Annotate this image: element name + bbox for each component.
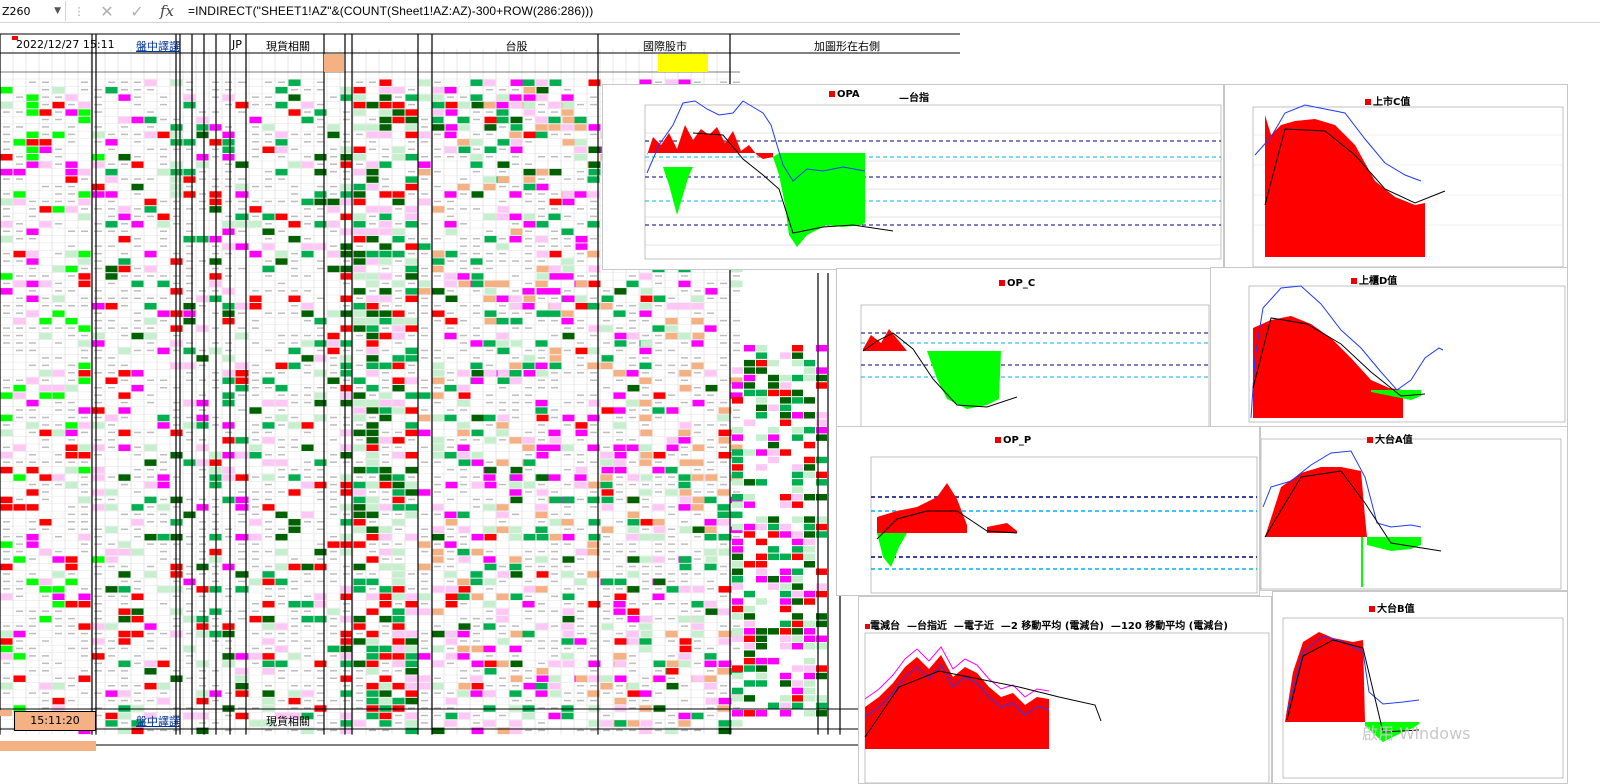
chart-listed-c-plot [1252, 104, 1564, 268]
name-box-value: Z260 [2, 4, 31, 18]
chart-elec-plot [864, 632, 1270, 783]
spreadsheet-grid[interactable]: 2022/12/27 15:11 盤中譯譔 JP 現貨相關 台股 國際股市 加圖… [0, 23, 1600, 784]
chart-big-b-title: 大台B值 [1369, 600, 1415, 615]
legend-red-square-icon [995, 437, 1001, 443]
add-chart-header[interactable]: 加圖形在右側 [814, 40, 880, 53]
intraday-link[interactable]: 盤中譯譔 [136, 40, 180, 53]
chart-op-c[interactable]: OP_C [836, 268, 1212, 430]
legend-red-square-icon [1351, 278, 1357, 284]
legend-red-square-icon [865, 623, 870, 629]
spot-header[interactable]: 現貨相關 [266, 40, 310, 53]
chevron-down-icon[interactable]: ▼ [54, 6, 61, 16]
chart-op-p-plot [870, 456, 1258, 594]
chart-opa-title: OPA [829, 89, 860, 100]
jp-header[interactable]: JP [232, 38, 242, 51]
legend-red-square-icon [999, 280, 1005, 286]
chart-big-b[interactable]: 大台B值 [1272, 591, 1568, 784]
chart-big-b-plot [1282, 617, 1564, 779]
formula-input[interactable]: =INDIRECT("SHEET1!AZ"&(COUNT(Sheet1!AZ:A… [188, 4, 594, 18]
chart-opa-legend-taiex: —台指 [899, 93, 929, 104]
chart-op-p-title: OP_P [995, 435, 1031, 446]
chart-opa[interactable]: OPA —台指 [602, 84, 1224, 270]
confirm-icon[interactable]: ✓ [130, 1, 144, 21]
name-box[interactable]: Z260 ▼ [0, 1, 66, 21]
insert-function-icon[interactable]: fx [159, 2, 174, 20]
tw-stocks-header[interactable]: 台股 [505, 40, 528, 53]
bottom-spot-header[interactable]: 現貨相關 [266, 715, 310, 728]
legend-red-square-icon [1365, 99, 1371, 105]
chart-listed-c[interactable]: 上市C值 [1224, 84, 1568, 270]
chart-opa-plot [644, 100, 1222, 260]
chart-otc-d[interactable]: 上櫃D值 [1210, 267, 1568, 427]
legend-red-square-icon [1369, 606, 1375, 612]
chart-big-a-title: 大台A值 [1367, 431, 1413, 446]
intl-markets-header[interactable]: 國際股市 [643, 40, 687, 53]
formula-bar: Z260 ▼ ⋮ ✕ ✓ fx =INDIRECT("SHEET1!AZ"&(C… [0, 0, 1600, 23]
chart-listed-c-title: 上市C值 [1365, 93, 1410, 108]
chart-big-a-plot [1261, 438, 1562, 590]
chart-op-c-title: OP_C [999, 278, 1035, 289]
current-time-cell[interactable]: 15:11:20 [14, 711, 96, 731]
chart-otc-d-title: 上櫃D值 [1351, 272, 1397, 287]
legend-red-square-icon [829, 91, 835, 97]
chart-otc-d-plot [1248, 285, 1566, 423]
chart-big-a[interactable]: 大台A值 [1260, 426, 1568, 591]
formula-bar-grip-icon: ⋮ [73, 4, 85, 18]
windows-activation-watermark: 啟用 Windows [1362, 724, 1471, 743]
cancel-icon[interactable]: ✕ [100, 1, 114, 21]
chart-op-c-plot [860, 304, 1210, 428]
chart-elec-legend: 電減台 —台指近 —電子近 —2 移動平均 (電減台) —120 移動平均 (電… [865, 617, 1228, 632]
chart-elec-minus-taiex[interactable]: 電減台 —台指近 —電子近 —2 移動平均 (電減台) —120 移動平均 (電… [858, 596, 1272, 784]
date-time-cell[interactable]: 2022/12/27 15:11 [16, 38, 115, 51]
legend-red-square-icon [1367, 437, 1373, 443]
bottom-intraday-link[interactable]: 盤中譯譔 [136, 715, 180, 728]
chart-op-p[interactable]: OP_P [836, 426, 1260, 596]
